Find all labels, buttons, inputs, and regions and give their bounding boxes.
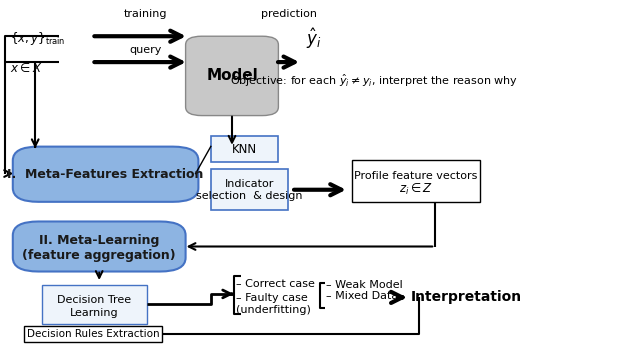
Text: – Faulty case
(underfitting): – Faulty case (underfitting)	[236, 294, 310, 315]
Text: Interpretation: Interpretation	[411, 290, 522, 304]
Text: query: query	[130, 45, 162, 55]
Text: Profile feature vectors: Profile feature vectors	[355, 171, 477, 181]
Text: – Weak Model
– Mixed Data: – Weak Model – Mixed Data	[326, 280, 403, 301]
Text: KNN: KNN	[232, 143, 257, 156]
Text: $\hat{y}_i$: $\hat{y}_i$	[306, 26, 321, 51]
Bar	[211, 169, 288, 210]
Text: Objective: for each $\hat{y}_i \neq y_i$, interpret the reason why: Objective: for each $\hat{y}_i \neq y_i$…	[230, 72, 518, 89]
Text: prediction: prediction	[261, 9, 317, 19]
Bar	[352, 160, 480, 202]
Text: Indicator
selection  & design: Indicator selection & design	[196, 179, 303, 200]
Text: Decision Tree: Decision Tree	[58, 295, 131, 305]
FancyBboxPatch shape	[186, 36, 278, 116]
Bar	[211, 136, 278, 162]
Text: (feature aggregation): (feature aggregation)	[22, 249, 176, 262]
Text: I.  Meta-Features Extraction: I. Meta-Features Extraction	[8, 168, 204, 181]
FancyBboxPatch shape	[13, 147, 198, 202]
Bar	[42, 285, 147, 324]
Text: – Correct case: – Correct case	[236, 279, 314, 288]
Text: II. Meta-Learning: II. Meta-Learning	[39, 234, 159, 247]
Text: Decision Rules Extraction: Decision Rules Extraction	[27, 329, 159, 339]
Text: Model: Model	[206, 68, 258, 83]
Text: $\{x, y\}_{\mathrm{train}}$: $\{x, y\}_{\mathrm{train}}$	[10, 30, 65, 47]
Text: Learning: Learning	[70, 308, 118, 318]
Text: training: training	[124, 9, 168, 19]
Text: $z_i \in Z$: $z_i \in Z$	[399, 182, 433, 197]
FancyBboxPatch shape	[13, 221, 186, 272]
Bar	[24, 326, 162, 342]
Text: $x \in X$: $x \in X$	[10, 62, 42, 76]
